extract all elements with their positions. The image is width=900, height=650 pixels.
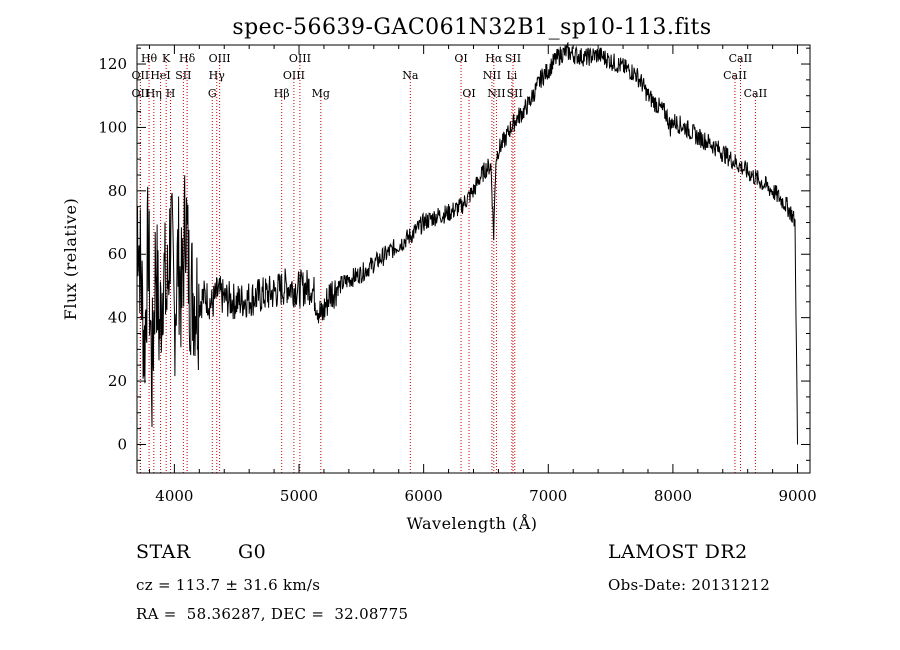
spectrum-series — [136, 41, 798, 445]
y-tick-label: 20 — [108, 372, 127, 390]
y-tick-label: 0 — [117, 435, 127, 453]
marker-label: Na — [402, 69, 419, 82]
survey-name: LAMOST DR2 — [608, 541, 748, 563]
marker-label: Hγ — [209, 69, 226, 82]
object-subclass: G0 — [238, 541, 267, 563]
marker-label: OII — [132, 87, 150, 100]
marker-label: OIII — [283, 69, 305, 82]
y-tick-label: 80 — [108, 182, 127, 200]
y-tick-label: 40 — [108, 309, 127, 327]
marker-label: Li — [506, 69, 517, 82]
marker-label: SII — [507, 87, 523, 100]
chart-title: spec-56639-GAC061N32B1_sp10-113.fits — [232, 15, 711, 40]
y-axis-ticks: 0 20 40 60 80 100 120 — [98, 47, 810, 461]
object-class: STAR — [136, 541, 191, 563]
x-tick-label: 6000 — [405, 487, 443, 505]
marker-label: NII — [483, 69, 501, 82]
y-tick-label: 60 — [108, 245, 127, 263]
x-tick-label: 9000 — [778, 487, 816, 505]
marker-label: H — [166, 87, 176, 100]
marker-label: Hη — [146, 87, 162, 100]
marker-label: CaII — [744, 87, 768, 100]
x-tick-label: 8000 — [654, 487, 692, 505]
marker-label: Hβ — [274, 87, 290, 100]
x-axis-label: Wavelength (Å) — [406, 513, 537, 533]
x-tick-label: 7000 — [529, 487, 567, 505]
y-axis-label: Flux (relative) — [61, 198, 80, 320]
marker-label: Hδ — [179, 52, 196, 65]
marker-label: K — [162, 52, 171, 65]
marker-label: HeI — [150, 69, 170, 82]
x-axis-ticks: 4000 5000 6000 7000 8000 9000 — [148, 45, 817, 505]
marker-label: OI — [454, 52, 467, 65]
marker-label: SII — [175, 69, 191, 82]
marker-label: OIII — [209, 52, 231, 65]
marker-label: Mg — [312, 87, 330, 100]
marker-label: CaII — [729, 52, 753, 65]
ra-dec-coordinates: RA = 58.36287, DEC = 32.08775 — [136, 605, 409, 623]
y-tick-label: 100 — [98, 118, 127, 136]
observation-date: Obs-Date: 20131212 — [608, 576, 771, 594]
marker-label: SII — [505, 52, 521, 65]
marker-label: NII — [487, 87, 505, 100]
marker-label: CaII — [723, 69, 747, 82]
marker-label: Hα — [485, 52, 503, 65]
plot-frame — [136, 44, 811, 474]
y-tick-label: 120 — [98, 55, 127, 73]
marker-label: OIII — [289, 52, 311, 65]
marker-label: Hθ — [141, 52, 158, 65]
spectrum-line — [136, 41, 798, 445]
x-tick-label: 4000 — [155, 487, 193, 505]
redshift-velocity: cz = 113.7 ± 31.6 km/s — [136, 576, 321, 594]
x-tick-label: 5000 — [280, 487, 318, 505]
marker-label: OI — [462, 87, 475, 100]
marker-label: OII — [132, 69, 150, 82]
marker-label: G — [208, 87, 217, 100]
